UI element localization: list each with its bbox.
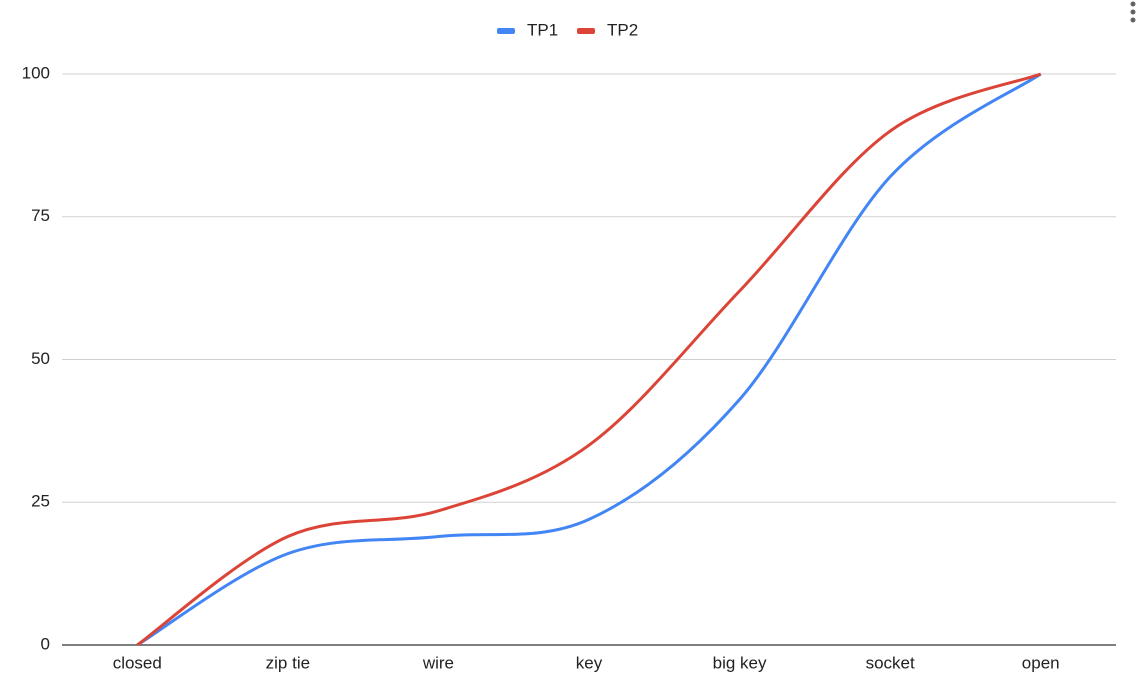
x-tick-label: big key (713, 653, 767, 672)
menu-icon[interactable] (1130, 1, 1136, 23)
menu-dot (1130, 17, 1136, 23)
x-tick-label: socket (866, 653, 915, 672)
series-line (136, 72, 1042, 647)
x-tick-label: wire (422, 653, 454, 672)
legend-label: TP2 (607, 20, 638, 39)
x-tick-label: closed (113, 653, 162, 672)
x-tick-label: open (1022, 653, 1060, 672)
y-tick-label: 25 (31, 492, 50, 511)
legend-swatch (577, 28, 595, 34)
y-tick-label: 100 (22, 63, 50, 82)
y-tick-label: 50 (31, 349, 50, 368)
y-tick-label: 0 (41, 634, 50, 653)
legend-swatch (497, 28, 515, 34)
legend-label: TP1 (527, 20, 558, 39)
series-line (136, 72, 1042, 647)
x-tick-label: zip tie (266, 653, 310, 672)
y-tick-label: 75 (31, 206, 50, 225)
x-tick-label: key (576, 653, 603, 672)
menu-dot (1130, 9, 1136, 15)
menu-dot (1130, 1, 1136, 7)
